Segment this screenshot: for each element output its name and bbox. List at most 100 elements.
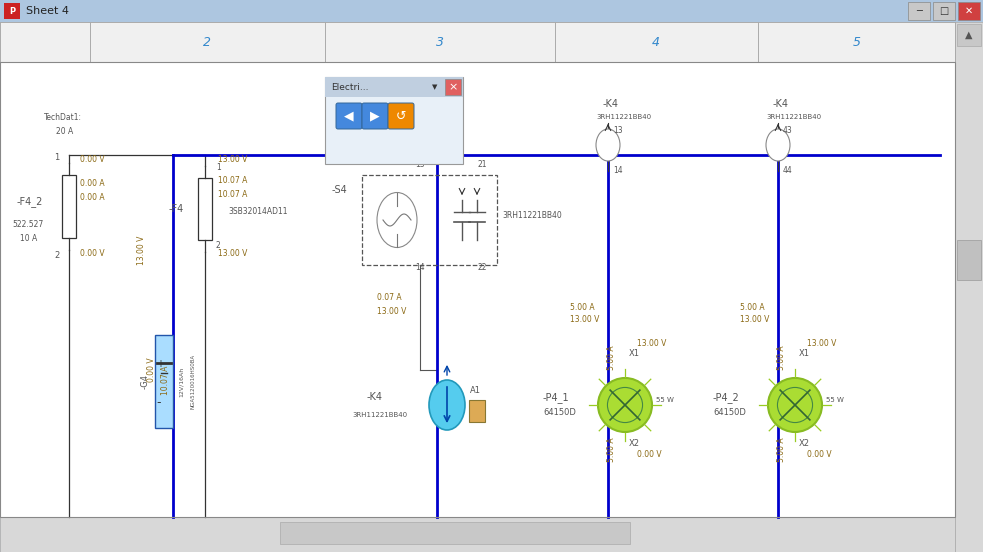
Text: -K4: -K4 <box>773 99 789 109</box>
Bar <box>155 335 173 428</box>
Text: 0.07 A: 0.07 A <box>377 293 402 301</box>
Text: Sheet 4: Sheet 4 <box>26 6 69 16</box>
Text: 0.00 V: 0.00 V <box>637 450 662 459</box>
Text: 13.00 V: 13.00 V <box>570 315 600 324</box>
Bar <box>957 240 981 280</box>
Text: 13.00 V: 13.00 V <box>377 306 406 316</box>
Text: -K4: -K4 <box>603 99 619 109</box>
Text: 55 W: 55 W <box>826 397 843 403</box>
Bar <box>955 22 983 552</box>
Text: 0.00 V: 0.00 V <box>147 358 156 383</box>
Bar <box>280 522 630 544</box>
FancyBboxPatch shape <box>362 103 388 129</box>
Text: -F4_2: -F4_2 <box>17 196 43 207</box>
Text: 2: 2 <box>203 35 211 49</box>
Text: 13.00 V: 13.00 V <box>218 155 248 164</box>
Bar <box>198 178 212 240</box>
Bar <box>4 3 20 19</box>
Text: 5.00 A: 5.00 A <box>777 346 785 370</box>
Text: 3SB32014AD11: 3SB32014AD11 <box>228 207 287 216</box>
Text: 2: 2 <box>216 241 221 250</box>
Bar <box>0 62 955 517</box>
Text: 3RH11221BB40: 3RH11221BB40 <box>766 114 821 120</box>
Text: 13.00 V: 13.00 V <box>637 339 666 348</box>
Text: TechDat1:: TechDat1: <box>44 113 82 121</box>
Text: 10.07 A: 10.07 A <box>218 176 248 185</box>
Text: X2: X2 <box>799 439 810 448</box>
Ellipse shape <box>377 193 417 247</box>
Text: P: P <box>9 7 15 15</box>
Text: 3RH11221BB40: 3RH11221BB40 <box>502 210 561 220</box>
Bar <box>908 2 930 20</box>
Text: +: + <box>156 359 164 369</box>
Text: -F4: -F4 <box>168 204 184 214</box>
Text: 14: 14 <box>415 263 425 272</box>
Text: -G4: -G4 <box>141 374 149 389</box>
Text: -P4_1: -P4_1 <box>543 392 569 403</box>
Bar <box>445 79 461 95</box>
Text: 0.00 A: 0.00 A <box>80 193 104 201</box>
Text: NGA5120016HS0BA: NGA5120016HS0BA <box>191 354 196 409</box>
Text: X2: X2 <box>629 439 640 448</box>
Text: X1: X1 <box>629 349 640 358</box>
Text: 13: 13 <box>613 126 622 135</box>
Text: -P4_2: -P4_2 <box>713 392 740 403</box>
Text: ×: × <box>448 82 458 92</box>
Text: 13.00 V: 13.00 V <box>218 249 248 258</box>
Bar <box>469 400 485 422</box>
Text: 64150D: 64150D <box>713 408 746 417</box>
FancyBboxPatch shape <box>388 103 414 129</box>
Text: 20 A: 20 A <box>56 126 74 135</box>
Text: 13.00 V: 13.00 V <box>740 315 770 324</box>
Text: 5.00 A: 5.00 A <box>607 437 615 461</box>
Text: 3: 3 <box>436 35 444 49</box>
Text: 10.07 A: 10.07 A <box>160 365 169 395</box>
Text: 5.00 A: 5.00 A <box>570 303 595 312</box>
Bar <box>958 2 980 20</box>
Ellipse shape <box>598 378 652 432</box>
Text: 14: 14 <box>613 166 622 175</box>
Text: ▼: ▼ <box>433 84 437 90</box>
Text: 21: 21 <box>478 160 487 169</box>
Text: 5.00 A: 5.00 A <box>777 437 785 461</box>
Bar <box>362 175 497 265</box>
Text: 22: 22 <box>478 263 487 272</box>
Text: ─: ─ <box>916 6 922 16</box>
Text: 0.00 V: 0.00 V <box>80 156 104 164</box>
Bar <box>957 24 981 46</box>
Text: ✕: ✕ <box>965 6 973 16</box>
Text: 43: 43 <box>783 126 792 135</box>
Bar <box>325 77 463 164</box>
Text: 2: 2 <box>54 252 60 261</box>
Ellipse shape <box>768 378 822 432</box>
Text: -S4: -S4 <box>332 185 348 195</box>
Text: 5: 5 <box>853 35 861 49</box>
Text: -K4: -K4 <box>367 392 383 402</box>
Text: -: - <box>156 396 160 409</box>
Text: Electri...: Electri... <box>331 82 369 92</box>
Bar <box>62 175 76 238</box>
Text: 1: 1 <box>216 163 221 172</box>
Bar <box>933 2 955 20</box>
Text: 13.00 V: 13.00 V <box>138 235 146 265</box>
Text: 0.00 V: 0.00 V <box>80 248 104 257</box>
Text: 1: 1 <box>54 152 60 162</box>
Bar <box>0 0 983 22</box>
Text: □: □ <box>940 6 949 16</box>
Text: ▶: ▶ <box>371 109 379 123</box>
Text: ▲: ▲ <box>965 30 973 40</box>
Text: 10.07 A: 10.07 A <box>218 190 248 199</box>
Text: 0.00 V: 0.00 V <box>807 450 832 459</box>
Bar <box>325 77 463 97</box>
Text: 5.00 A: 5.00 A <box>740 303 765 312</box>
Bar <box>0 22 955 62</box>
Text: 12V/16Ah: 12V/16Ah <box>179 367 184 397</box>
Text: A1: A1 <box>470 386 481 395</box>
Text: 64150D: 64150D <box>543 408 576 417</box>
Text: 3RH11221BB40: 3RH11221BB40 <box>596 114 651 120</box>
Text: 10 A: 10 A <box>20 234 37 243</box>
Text: 522.527: 522.527 <box>12 220 43 229</box>
Ellipse shape <box>766 129 790 161</box>
Text: 13: 13 <box>415 160 425 169</box>
Ellipse shape <box>429 380 465 430</box>
